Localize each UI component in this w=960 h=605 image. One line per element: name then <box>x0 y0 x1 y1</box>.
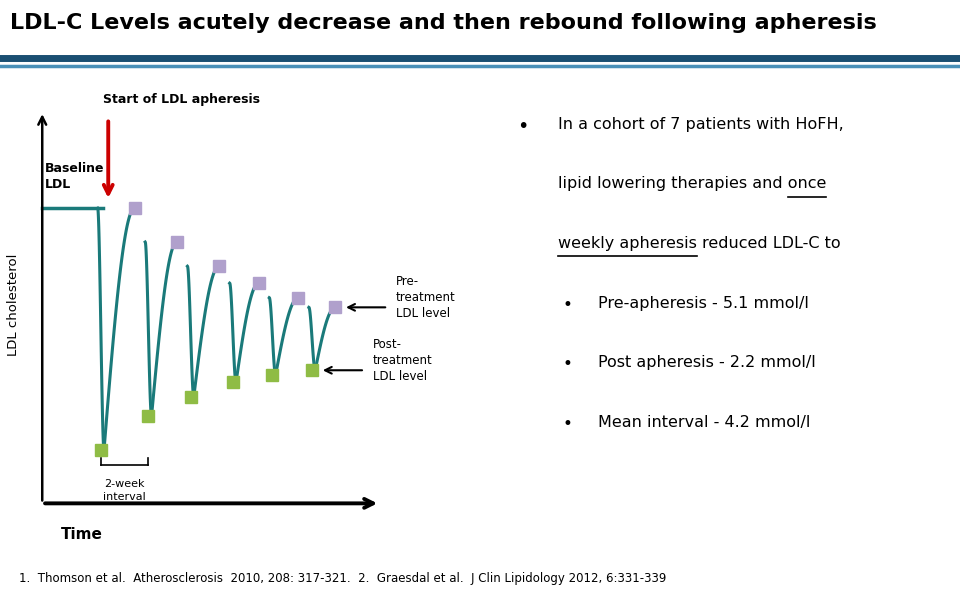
Text: lipid lowering therapies and: lipid lowering therapies and <box>558 177 787 191</box>
Text: Post-
treatment
LDL level: Post- treatment LDL level <box>372 338 433 383</box>
Text: Baseline
LDL: Baseline LDL <box>45 162 105 191</box>
Text: weekly apheresis reduced LDL-C to: weekly apheresis reduced LDL-C to <box>558 236 841 251</box>
Text: LDL cholesterol: LDL cholesterol <box>7 253 20 356</box>
Text: lipid lowering therapies and once: lipid lowering therapies and once <box>558 177 827 191</box>
Text: weekly apheresis reduced LDL-C to: weekly apheresis reduced LDL-C to <box>558 236 841 251</box>
Text: Post apheresis - 2.2 mmol/l: Post apheresis - 2.2 mmol/l <box>598 355 816 370</box>
Text: •: • <box>563 415 572 433</box>
Text: In a cohort of 7 patients with HoFH,: In a cohort of 7 patients with HoFH, <box>558 117 844 132</box>
Text: Time: Time <box>60 528 103 542</box>
Text: Mean interval - 4.2 mmol/l: Mean interval - 4.2 mmol/l <box>598 415 811 430</box>
Text: 1.  Thomson et al.  Atherosclerosis  2010, 208: 317-321.  2.  Graesdal et al.  J: 1. Thomson et al. Atherosclerosis 2010, … <box>19 572 666 585</box>
Text: •: • <box>563 296 572 313</box>
Text: •: • <box>517 117 529 136</box>
Text: weekly apheresis: weekly apheresis <box>558 236 697 251</box>
Text: lipid lowering therapies and once: lipid lowering therapies and once <box>558 177 827 191</box>
Text: •: • <box>563 355 572 373</box>
Text: Pre-
treatment
LDL level: Pre- treatment LDL level <box>396 275 456 320</box>
Text: Start of LDL apheresis: Start of LDL apheresis <box>103 93 260 106</box>
Text: 2-week
interval: 2-week interval <box>104 479 146 502</box>
Text: Pre-apheresis - 5.1 mmol/l: Pre-apheresis - 5.1 mmol/l <box>598 296 809 310</box>
Text: LDL-C Levels acutely decrease and then rebound following apheresis: LDL-C Levels acutely decrease and then r… <box>10 13 876 33</box>
